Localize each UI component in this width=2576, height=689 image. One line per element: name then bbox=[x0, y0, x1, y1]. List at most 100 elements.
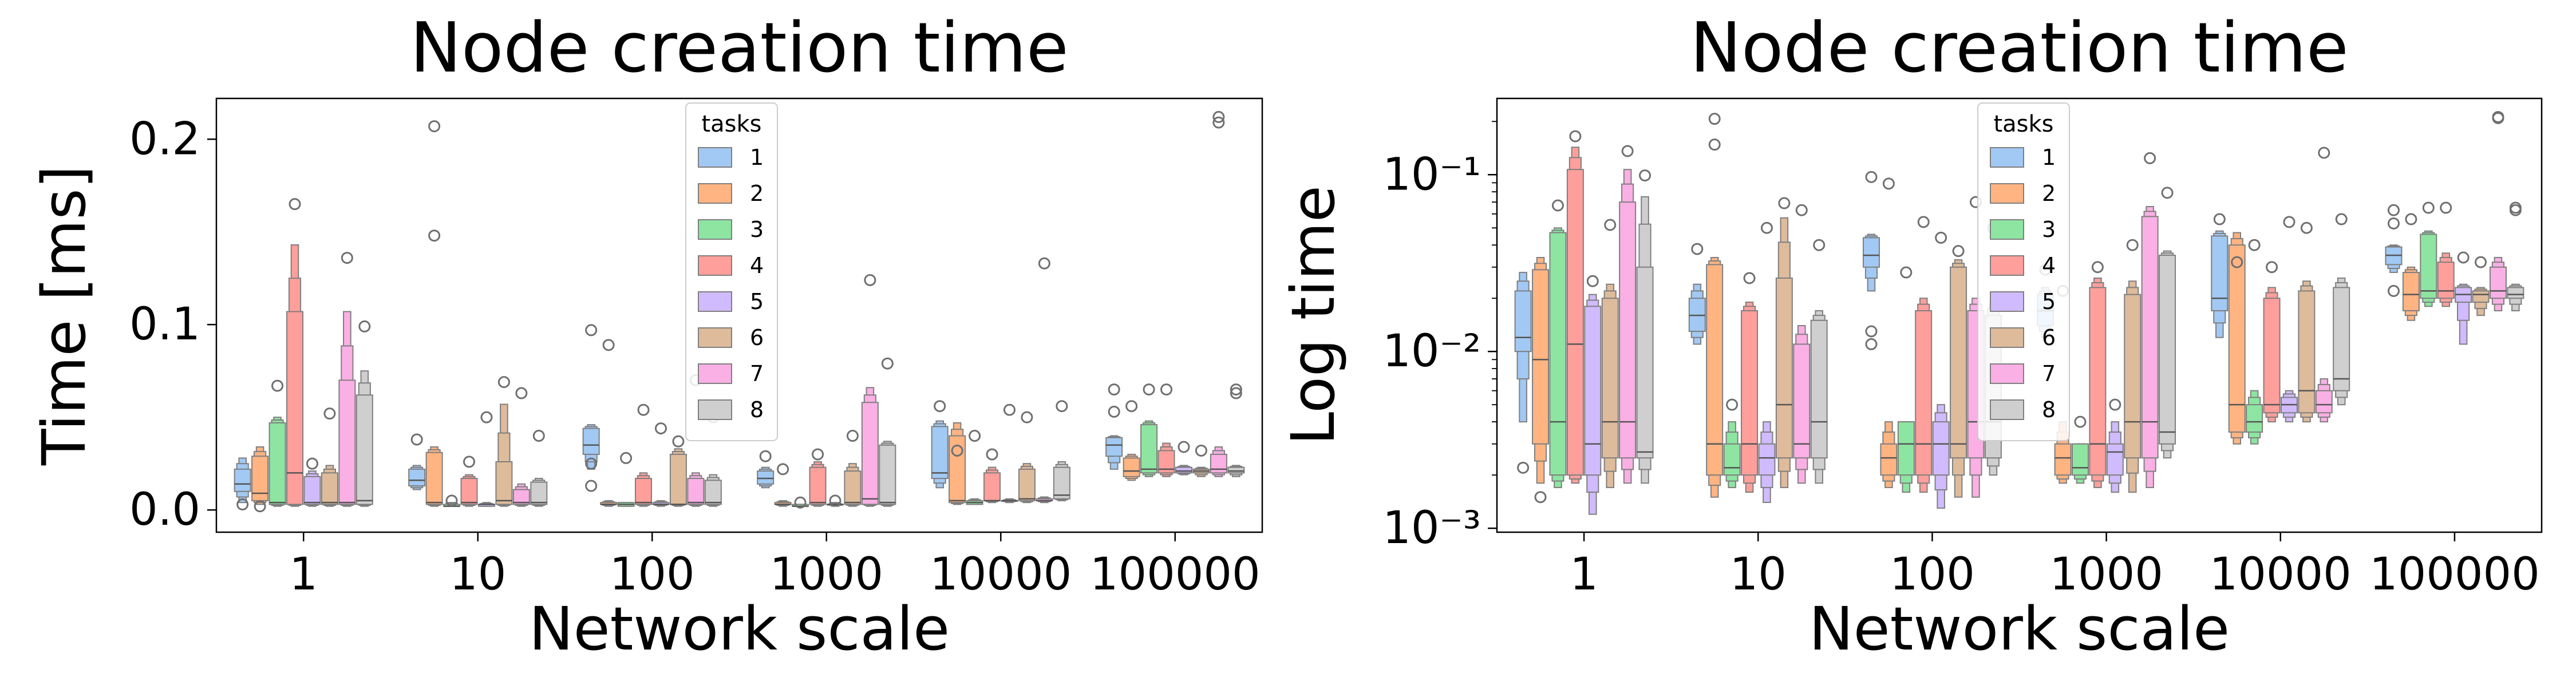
box-inner bbox=[530, 481, 548, 505]
x-tick-label: 1000 bbox=[2049, 549, 2163, 600]
x-tick-label: 1 bbox=[1570, 549, 1598, 600]
outlier-point bbox=[585, 324, 598, 336]
outlier-point bbox=[620, 452, 633, 464]
box-inner bbox=[2054, 443, 2072, 476]
box-inner bbox=[1053, 466, 1070, 500]
legend-swatch bbox=[698, 219, 732, 240]
outlier-point bbox=[2109, 398, 2121, 411]
outlier-point bbox=[271, 379, 284, 392]
box-inner bbox=[1227, 466, 1245, 474]
legend-label: 2 bbox=[2042, 181, 2056, 206]
y-tick-label: 0.0 bbox=[129, 484, 200, 536]
outlier-point bbox=[2126, 239, 2139, 251]
x-tick-label: 10000 bbox=[2210, 549, 2352, 600]
outlier-point bbox=[2387, 217, 2400, 229]
box-inner bbox=[635, 478, 653, 505]
legend-label: 7 bbox=[750, 361, 764, 386]
box-inner bbox=[286, 311, 304, 505]
outlier-point bbox=[2335, 213, 2348, 225]
outlier-point bbox=[2387, 284, 2400, 297]
outlier-point bbox=[428, 229, 441, 242]
box-inner bbox=[1175, 466, 1192, 474]
box-inner bbox=[687, 478, 705, 505]
box-inner bbox=[2507, 287, 2524, 299]
legend-swatch bbox=[1990, 219, 2024, 240]
outlier-point bbox=[1865, 171, 1878, 183]
box-inner bbox=[1123, 457, 1140, 477]
outlier-point bbox=[1743, 272, 1756, 284]
box-inner bbox=[2071, 443, 2089, 476]
outlier-point bbox=[480, 411, 493, 423]
legend-swatch bbox=[1990, 183, 2024, 204]
outlier-point bbox=[794, 496, 807, 509]
chart-title: Node creation time bbox=[410, 9, 1069, 88]
chart-title: Node creation time bbox=[1690, 9, 2349, 88]
box-inner bbox=[2124, 294, 2142, 459]
y-tick-label: 10⁻³ bbox=[1382, 502, 1481, 554]
legend-swatch bbox=[698, 327, 732, 348]
box-inner bbox=[2402, 272, 2420, 311]
outlier-point bbox=[2144, 152, 2156, 164]
box-inner bbox=[2472, 290, 2490, 303]
x-tick-label: 100000 bbox=[2369, 549, 2540, 600]
outlier-point bbox=[1517, 461, 1530, 474]
box-inner bbox=[1549, 232, 1567, 476]
box-inner bbox=[1105, 437, 1123, 457]
outlier-point bbox=[1760, 221, 1773, 234]
box-inner bbox=[1950, 266, 1967, 459]
y-tick-label: 10⁻¹ bbox=[1382, 149, 1481, 200]
outlier-point bbox=[1708, 138, 1721, 151]
box-inner bbox=[1880, 443, 1898, 476]
outlier-point bbox=[1621, 145, 1634, 157]
box-inner bbox=[2159, 255, 2176, 445]
box-inner bbox=[321, 472, 338, 505]
chart-panel-2: Node creation time Network scale Log time 1… bbox=[1278, 9, 2543, 664]
x-tick-label: 10 bbox=[1730, 549, 1787, 600]
outlier-point bbox=[1038, 257, 1050, 270]
outlier-point bbox=[812, 448, 824, 461]
x-tick-label: 10000 bbox=[930, 549, 1072, 600]
box-inner bbox=[1793, 343, 1811, 459]
box-inner bbox=[879, 444, 896, 505]
outlier-point bbox=[1108, 383, 1120, 396]
box-inner bbox=[234, 468, 251, 492]
outlier-point bbox=[2213, 213, 2226, 225]
x-axis-label: Network scale bbox=[529, 594, 950, 664]
outlier-point bbox=[289, 198, 301, 211]
outlier-point bbox=[445, 494, 458, 507]
chart-panel-1: Node creation time Network scale Time [ms]… bbox=[29, 9, 1263, 664]
box-inner bbox=[983, 472, 1001, 501]
outlier-point bbox=[2422, 201, 2435, 214]
box-inner bbox=[303, 476, 321, 505]
legend-label: 3 bbox=[2042, 217, 2056, 242]
legend-swatch bbox=[698, 291, 732, 312]
box-inner bbox=[1514, 290, 1532, 353]
box-inner bbox=[1018, 468, 1036, 501]
legend-swatch bbox=[1990, 147, 2024, 168]
legend-label: 5 bbox=[2042, 289, 2056, 314]
legend-label: 1 bbox=[750, 145, 764, 170]
outlier-point bbox=[2266, 261, 2278, 274]
box-inner bbox=[1758, 443, 1776, 476]
box-inner bbox=[2211, 235, 2229, 311]
outlier-point bbox=[1534, 491, 1547, 504]
y-tick-label: 0.2 bbox=[129, 113, 200, 165]
box-inner bbox=[425, 452, 443, 505]
outlier-point bbox=[2091, 261, 2104, 274]
outlier-point bbox=[846, 430, 859, 442]
outlier-point bbox=[864, 274, 876, 286]
outlier-point bbox=[2475, 256, 2487, 268]
box-inner bbox=[2141, 216, 2159, 459]
outlier-point bbox=[1003, 403, 1016, 416]
outlier-point bbox=[2492, 110, 2504, 123]
legend-label: 8 bbox=[750, 397, 764, 422]
legend-swatch bbox=[1990, 291, 2024, 312]
outlier-point bbox=[969, 430, 981, 442]
outlier-point bbox=[410, 433, 423, 446]
legend-swatch bbox=[698, 147, 732, 168]
legend-label: 4 bbox=[750, 253, 764, 278]
outlier-point bbox=[254, 500, 266, 513]
legend-swatch bbox=[698, 255, 732, 276]
x-tick-label: 100000 bbox=[1090, 549, 1261, 600]
